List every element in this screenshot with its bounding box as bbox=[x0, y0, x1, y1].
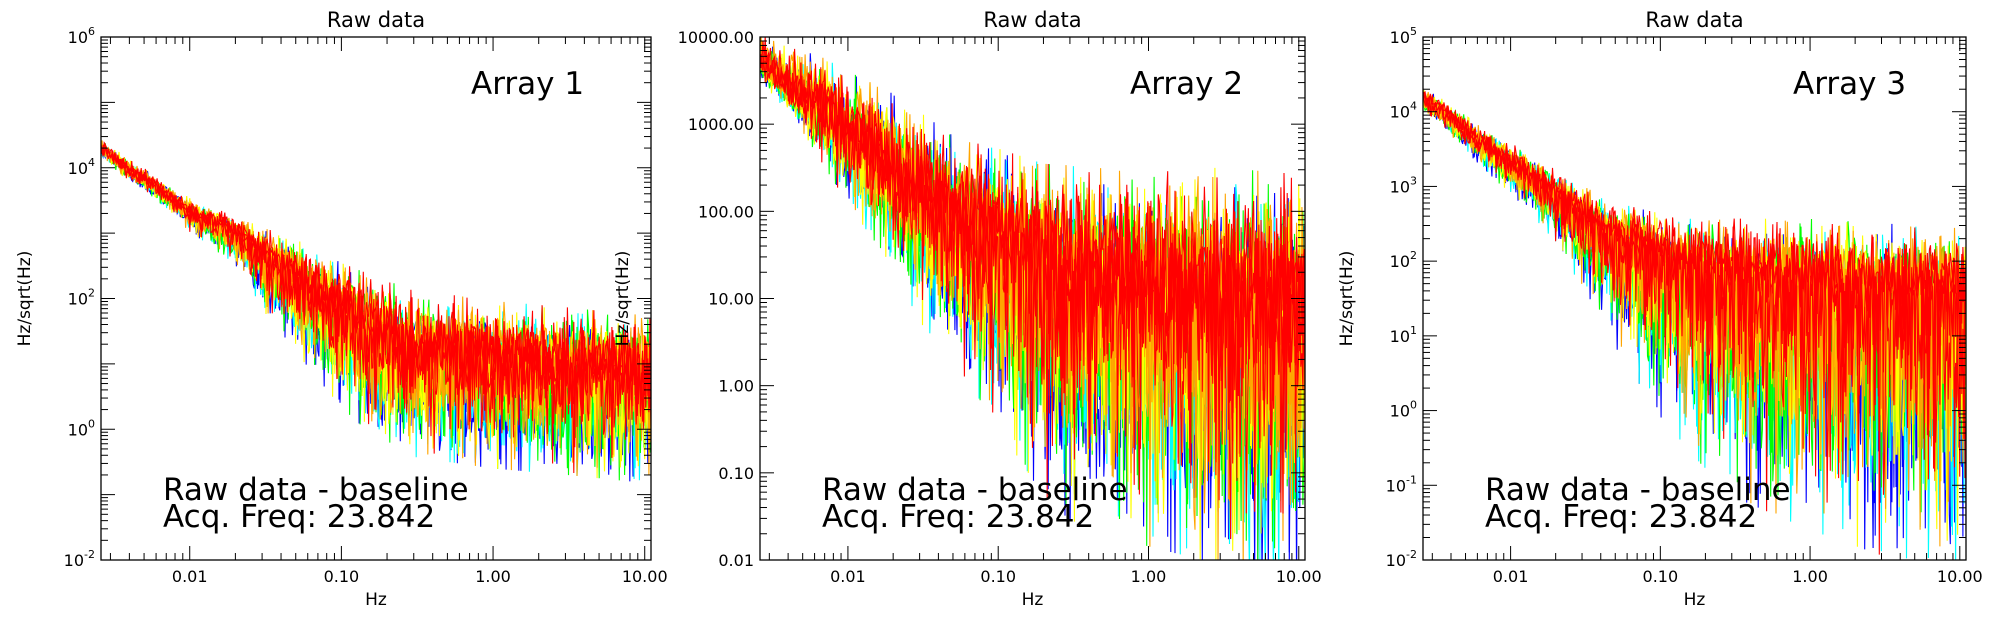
y-tick-label: 10000.00 bbox=[678, 28, 754, 47]
y-tick-label: 10-2 bbox=[1386, 548, 1417, 570]
chart-panel-2: 0.01 0.10 1.00 10.00 0.01 0.10 1.00 10.00 100.00… bbox=[613, 8, 1322, 610]
series-group bbox=[101, 140, 651, 482]
x-axis-label: Hz bbox=[1022, 590, 1044, 610]
x-axis-label: Hz bbox=[365, 590, 387, 610]
y-axis-label: Hz/sqrt(Hz) bbox=[613, 251, 633, 347]
series-group bbox=[1423, 88, 1966, 560]
y-tick-label: 102 bbox=[1390, 249, 1417, 271]
y-tick-label: 1.00 bbox=[718, 377, 754, 396]
y-tick-label: 100.00 bbox=[698, 202, 754, 221]
chart-title: Raw data bbox=[1645, 8, 1743, 32]
x-tick-label: 1.00 bbox=[1792, 567, 1828, 586]
x-tick-label: 10.00 bbox=[1276, 567, 1322, 586]
y-axis-label: Hz/sqrt(Hz) bbox=[1337, 251, 1357, 347]
x-axis-label: Hz bbox=[1684, 590, 1706, 610]
y-tick-label: 10-2 bbox=[64, 548, 95, 570]
array-label: Array 2 bbox=[1130, 66, 1243, 102]
x-tick-label: 0.01 bbox=[1493, 567, 1529, 586]
y-tick-label: 104 bbox=[68, 156, 95, 178]
chart-panel-3: 0.01 0.10 1.00 10.00 10-2 10-1 100 101 102 103 104… bbox=[1337, 8, 1983, 610]
x-tick-label: 0.10 bbox=[324, 567, 360, 586]
chart-title: Raw data bbox=[327, 8, 425, 32]
series-line bbox=[101, 143, 651, 464]
x-tick-label: 1.00 bbox=[475, 567, 511, 586]
x-tick-label: 0.01 bbox=[172, 567, 208, 586]
x-tick-label: 0.10 bbox=[1643, 567, 1679, 586]
y-tick-label: 104 bbox=[1390, 100, 1417, 122]
series-line bbox=[101, 141, 651, 458]
x-tick-label: 10.00 bbox=[622, 567, 668, 586]
chart-panel-1: 0.01 0.10 1.00 10.00 10-2 100 102 104 106 Raw dat… bbox=[15, 8, 668, 610]
series-line bbox=[1423, 96, 1966, 479]
array-label: Array 1 bbox=[471, 66, 584, 102]
x-tick-label: 0.10 bbox=[980, 567, 1016, 586]
series-group bbox=[760, 37, 1305, 560]
array-label: Array 3 bbox=[1793, 66, 1906, 102]
annotation-line-2: Acq. Freq: 23.842 bbox=[163, 499, 435, 535]
annotation-line-1: Raw data - baseline bbox=[822, 472, 1128, 508]
x-tick-label: 10.00 bbox=[1937, 567, 1983, 586]
series-line bbox=[760, 37, 1305, 539]
y-tick-label: 103 bbox=[1390, 174, 1417, 196]
series-line bbox=[760, 50, 1305, 514]
annotation-line-2: Acq. Freq: 23.842 bbox=[1485, 499, 1757, 535]
chart-title: Raw data bbox=[983, 8, 1081, 32]
y-tick-label: 1000.00 bbox=[688, 115, 754, 134]
x-tick-label: 1.00 bbox=[1131, 567, 1167, 586]
plot-frame bbox=[1422, 36, 1967, 561]
y-tick-label: 100 bbox=[68, 417, 95, 439]
y-tick-label: 106 bbox=[68, 25, 95, 47]
annotation-line-1: Raw data - baseline bbox=[163, 472, 469, 508]
y-tick-label: 101 bbox=[1390, 324, 1417, 346]
y-tick-label: 10-1 bbox=[1386, 473, 1417, 495]
y-tick-label: 0.10 bbox=[718, 464, 754, 483]
y-tick-label: 102 bbox=[68, 287, 95, 309]
annotation-line-1: Raw data - baseline bbox=[1485, 472, 1791, 508]
y-tick-label: 105 bbox=[1390, 25, 1417, 47]
x-tick-label: 0.01 bbox=[830, 567, 866, 586]
y-tick-label: 100 bbox=[1390, 399, 1417, 421]
y-tick-label: 0.01 bbox=[718, 551, 754, 570]
y-axis-label: Hz/sqrt(Hz) bbox=[15, 251, 35, 347]
y-tick-label: 10.00 bbox=[708, 290, 754, 309]
annotation-line-2: Acq. Freq: 23.842 bbox=[822, 499, 1094, 535]
